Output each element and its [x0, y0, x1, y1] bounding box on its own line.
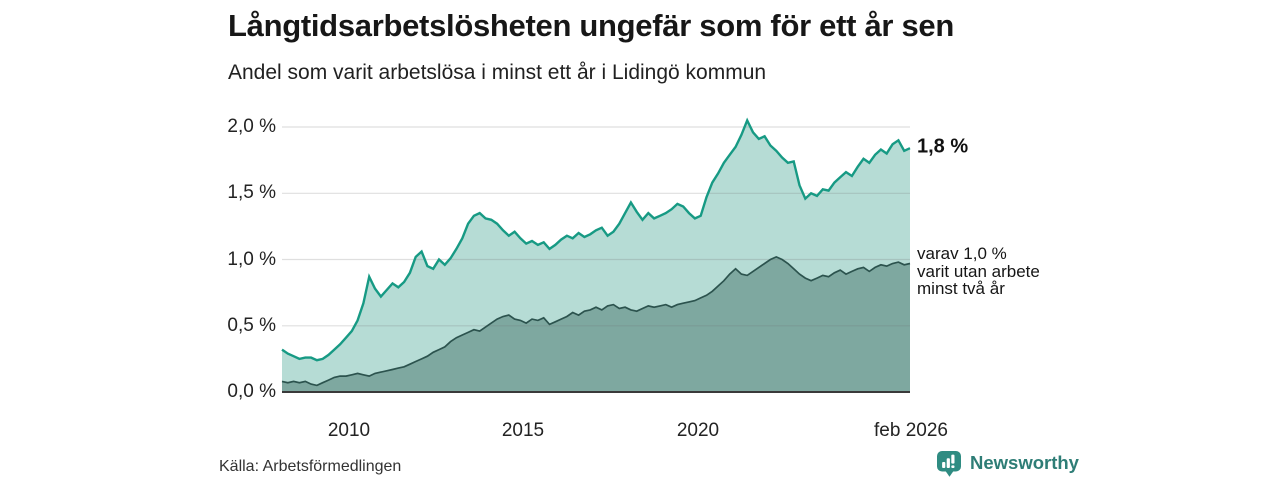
series-two-year-line — [281, 255, 911, 387]
series-two-year-area — [282, 256, 910, 392]
x-tick-label: 2015 — [501, 420, 545, 441]
source-note: Källa: Arbetsförmedlingen — [219, 458, 402, 475]
page-subtitle: Andel som varit arbetslösa i minst ett å… — [228, 61, 767, 84]
series-annotation: varav 1,0 % varit utan arbete minst två … — [917, 245, 1040, 298]
x-tick-label: feb 2026 — [874, 420, 948, 441]
end-value-label: 1,8 % — [917, 135, 969, 158]
x-tick-label: 2010 — [327, 420, 371, 441]
y-tick-label: 0,0 % — [227, 381, 276, 402]
y-tick-label: 1,5 % — [227, 182, 276, 203]
series-annotation-line: varav 1,0 % — [917, 244, 1007, 263]
series-total-line — [281, 117, 911, 362]
y-tick-label: 2,0 % — [227, 116, 276, 137]
x-tick-label: 2020 — [676, 420, 720, 441]
newsworthy-logo[interactable]: Newsworthy — [936, 450, 1079, 478]
series-annotation-line: minst två år — [917, 279, 1005, 298]
gridlines — [282, 126, 910, 327]
y-tick-label: 0,5 % — [227, 315, 276, 336]
page-title: Långtidsarbetslösheten ungefär som för e… — [228, 8, 955, 43]
series-annotation-line: varit utan arbete — [917, 261, 1040, 281]
bar-chart-speech-bubble-icon — [937, 451, 961, 477]
newsworthy-logo-text: Newsworthy — [970, 452, 1079, 473]
y-tick-label: 1,0 % — [227, 249, 276, 270]
